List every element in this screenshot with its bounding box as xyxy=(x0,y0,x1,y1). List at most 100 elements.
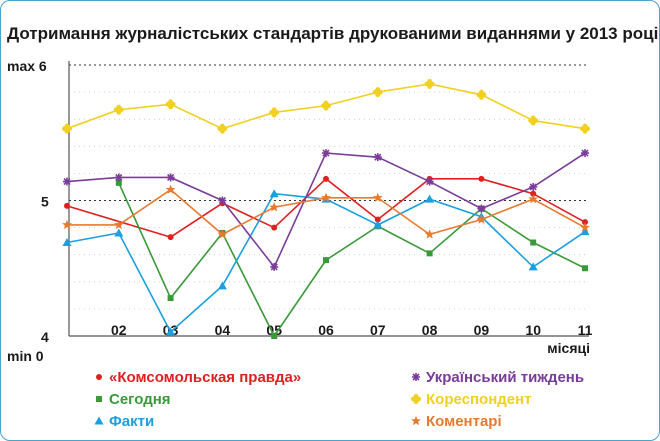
series xyxy=(62,78,590,134)
legend-label: Факти xyxy=(109,413,154,430)
data-point xyxy=(96,374,102,380)
legend-label: Коментарі xyxy=(426,413,502,430)
data-point xyxy=(269,189,279,198)
data-point xyxy=(372,87,383,98)
data-point xyxy=(217,123,228,134)
data-point xyxy=(411,394,421,404)
data-point xyxy=(321,100,331,111)
data-point xyxy=(167,295,174,302)
x-tick-label: 04 xyxy=(215,322,231,338)
data-point xyxy=(271,224,278,231)
series xyxy=(63,149,589,271)
data-point xyxy=(412,373,420,381)
x-tick-label: 10 xyxy=(525,322,541,338)
data-point xyxy=(528,193,539,204)
data-point xyxy=(476,214,487,224)
data-point xyxy=(218,196,227,205)
data-point xyxy=(374,216,381,223)
data-point xyxy=(94,416,104,425)
data-point xyxy=(530,190,537,197)
x-axis-label: місяці xyxy=(547,340,590,356)
data-point xyxy=(476,89,487,100)
data-point xyxy=(166,327,176,336)
data-point xyxy=(270,262,279,271)
data-point xyxy=(113,219,124,230)
data-point xyxy=(323,175,329,182)
legend-item: «Комсомольская правда» xyxy=(96,369,301,386)
data-point xyxy=(528,262,538,271)
legend-label: «Комсомольская правда» xyxy=(109,369,301,386)
x-tick-label: 08 xyxy=(422,322,438,338)
data-point xyxy=(530,239,537,246)
legend-label: Сегодня xyxy=(109,391,171,408)
data-point xyxy=(62,238,72,247)
data-point xyxy=(271,333,278,339)
series-line xyxy=(118,182,586,338)
legend: «Комсомольская правда» Сегодня Факти Україн… xyxy=(94,369,584,430)
data-point xyxy=(165,99,176,110)
legend-item: Кореспондент xyxy=(411,391,532,408)
data-point xyxy=(166,173,175,182)
data-point xyxy=(114,173,123,182)
data-point xyxy=(424,229,435,239)
data-point xyxy=(424,78,435,89)
data-point xyxy=(528,115,539,126)
data-point xyxy=(425,194,435,203)
data-point xyxy=(269,202,280,212)
data-point xyxy=(478,175,485,182)
y-tick-labels: max 6 5 4 xyxy=(7,58,49,345)
legend-label: Кореспондент xyxy=(426,391,532,408)
x-tick-label: 06 xyxy=(318,322,334,338)
data-point xyxy=(322,149,330,158)
data-point xyxy=(165,184,176,194)
data-point xyxy=(323,257,329,264)
data-point xyxy=(217,229,228,239)
data-point xyxy=(580,222,590,232)
x-tick-label: 05 xyxy=(266,322,282,338)
y-min-label: min 0 xyxy=(7,348,44,364)
data-point xyxy=(373,220,383,229)
data-point xyxy=(426,250,433,257)
data-point xyxy=(373,153,382,162)
data-point xyxy=(269,107,280,118)
data-point xyxy=(425,177,434,186)
data-point xyxy=(581,149,589,158)
y-tick-label: 5 xyxy=(41,194,49,210)
series xyxy=(64,175,588,241)
data-point xyxy=(411,415,421,426)
x-tick-label: 02 xyxy=(111,322,127,338)
data-point xyxy=(62,123,72,134)
legend-item: Коментарі xyxy=(411,413,502,430)
legend-item: Факти xyxy=(94,413,154,430)
data-point xyxy=(167,234,174,241)
data-point xyxy=(372,192,383,202)
x-tick-label: 09 xyxy=(474,322,490,338)
data-point xyxy=(115,179,122,186)
series-layer xyxy=(62,78,590,339)
data-point xyxy=(477,204,486,213)
x-tick-label: 11 xyxy=(578,322,593,338)
data-point xyxy=(580,123,590,134)
y-tick-label: 4 xyxy=(41,329,49,345)
data-point xyxy=(582,265,588,272)
series-line xyxy=(66,177,586,238)
series xyxy=(62,184,590,239)
data-point xyxy=(62,219,72,230)
x-tick-labels: 02030405060708091011 xyxy=(111,322,593,338)
data-point xyxy=(63,177,71,186)
legend-item: Сегодня xyxy=(96,391,171,408)
data-point xyxy=(529,182,538,191)
y-tick-label: max 6 xyxy=(7,58,47,74)
x-tick-label: 07 xyxy=(370,322,386,338)
data-point xyxy=(96,396,102,402)
legend-label: Український тиждень xyxy=(426,369,584,386)
chart-title: Дотримання журналістських стандартів дру… xyxy=(7,24,658,43)
data-point xyxy=(114,228,124,237)
data-point xyxy=(582,219,588,226)
data-point xyxy=(321,192,331,202)
data-point xyxy=(64,202,70,209)
data-point xyxy=(217,281,227,290)
data-point xyxy=(113,104,124,115)
